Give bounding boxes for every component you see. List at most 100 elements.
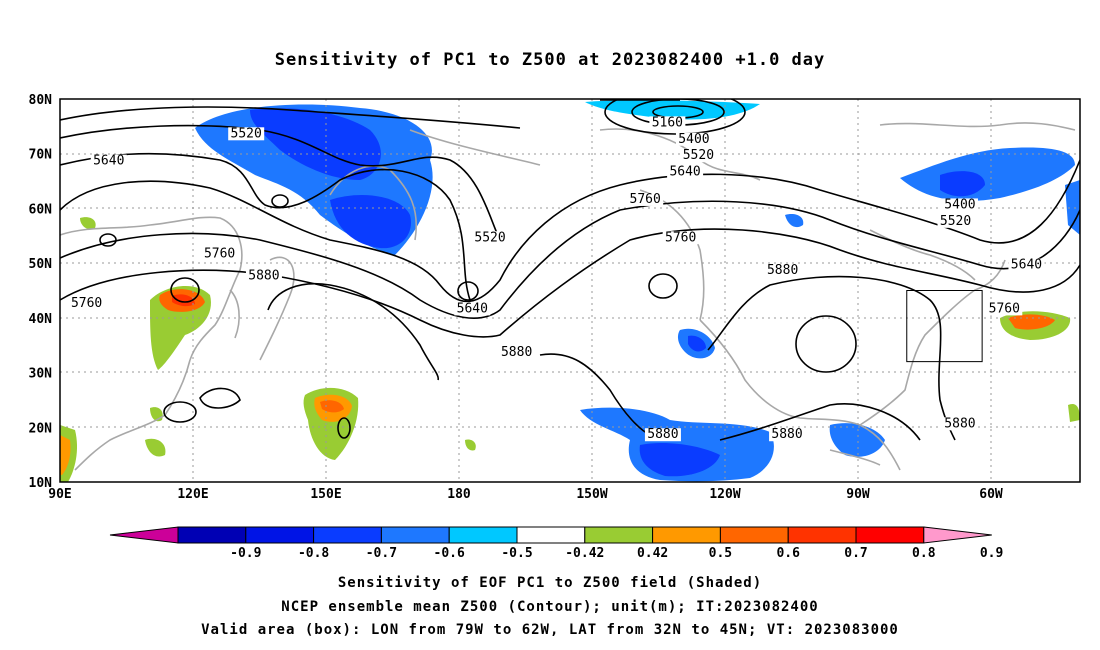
contour-label-bg <box>769 428 806 442</box>
contour-label: 5880 <box>248 269 279 284</box>
colorbar-label: -0.6 <box>434 546 465 561</box>
negative-region <box>940 171 985 197</box>
lat-tick-label: 10N <box>29 476 53 491</box>
contour-label-bg <box>941 417 978 431</box>
colorbar-swatch <box>584 526 654 544</box>
colorbar-label: 0.6 <box>776 546 800 561</box>
contour-label-bg <box>1008 258 1045 272</box>
colorbar-underflow <box>109 526 179 544</box>
contour-label: 5760 <box>204 247 235 262</box>
lon-tick-label: 120E <box>177 487 208 502</box>
contour-label-bg <box>228 127 265 141</box>
axis-labels: 90E 120E 150E 180 150W 120W 90W 60W 10N 20N 30N 40N… <box>29 93 1003 502</box>
lat-tick-label: 60N <box>29 202 53 217</box>
contour-label: 5880 <box>647 427 678 442</box>
contour-label-bg <box>764 264 801 278</box>
contour-label: 5880 <box>501 345 532 360</box>
caption-valid-area: Valid area (box): LON from 79W to 62W, L… <box>201 622 899 638</box>
positive-region <box>80 217 96 230</box>
lon-tick-label: 150E <box>310 487 341 502</box>
valid-area-box <box>906 290 983 363</box>
sensitivity-shading <box>60 100 1080 482</box>
colorbar-swatch <box>448 526 518 544</box>
lat-tick-label: 30N <box>29 367 53 382</box>
figure-title: Sensitivity of PC1 to Z500 at 2023082400… <box>274 50 826 70</box>
colorbar: -0.9 -0.8 -0.7 -0.6 -0.5 -0.42 0.42 0.5 0.6 0.7 0.… <box>109 526 1003 561</box>
contour-label-bg <box>498 346 535 360</box>
lon-tick-label: 90W <box>846 487 870 502</box>
contour-label: 5760 <box>989 301 1020 316</box>
contour-label: 5520 <box>231 126 262 141</box>
lat-tick-label: 40N <box>29 312 53 327</box>
colorbar-swatch <box>652 526 721 544</box>
contour-label-bg <box>454 302 491 316</box>
caption-contour: NCEP ensemble mean Z500 (Contour); unit(… <box>281 599 819 615</box>
contour-label: 5640 <box>669 165 700 180</box>
positive-region <box>1008 314 1055 330</box>
contour-label-bg <box>68 296 105 310</box>
lat-tick-label: 80N <box>29 93 53 108</box>
lon-tick-label: 90E <box>48 487 71 502</box>
colorbar-label: 0.5 <box>709 546 732 561</box>
contour-label-bg <box>472 231 509 245</box>
colorbar-label: 0.7 <box>844 546 867 561</box>
caption-shaded: Sensitivity of EOF PC1 to Z500 field (Sh… <box>337 575 763 591</box>
contour-label-bg <box>680 149 717 163</box>
negative-region <box>639 443 720 477</box>
contour-label-bg <box>644 428 681 442</box>
contour-label-bg <box>201 247 238 261</box>
contour-label: 5520 <box>940 214 971 229</box>
contour-label-bg <box>667 165 704 179</box>
colorbar-label: -0.42 <box>565 546 604 561</box>
colorbar-label: 0.9 <box>980 546 1003 561</box>
colorbar-label: 0.42 <box>637 546 668 561</box>
contour-label: 5760 <box>665 230 696 245</box>
contour-label: 5400 <box>944 197 975 212</box>
negative-region <box>785 214 804 228</box>
contour-label: 5880 <box>767 263 798 278</box>
colorbar-swatch <box>719 526 789 544</box>
positive-region <box>465 439 476 451</box>
contour-label-bg <box>90 154 127 168</box>
colorbar-swatch <box>313 526 382 544</box>
colorbar-swatch <box>177 526 247 544</box>
contour-label: 5400 <box>678 132 709 147</box>
contour-label-bg <box>245 269 282 283</box>
colorbar-label: -0.8 <box>298 546 329 561</box>
contour-label: 5880 <box>771 427 802 442</box>
positive-region <box>1068 403 1080 422</box>
colorbar-label: 0.8 <box>912 546 936 561</box>
contour-label: 5520 <box>683 148 714 163</box>
negative-region <box>1065 180 1080 235</box>
colorbar-swatch <box>380 526 450 544</box>
positive-region <box>172 294 195 307</box>
colorbar-label: -0.5 <box>501 546 532 561</box>
colorbar-swatch <box>787 526 857 544</box>
contour-label: 5640 <box>457 301 488 316</box>
contour-label: 5640 <box>1011 258 1042 273</box>
contour-label: 5880 <box>944 416 975 431</box>
lat-tick-label: 20N <box>29 421 53 436</box>
colorbar-overflow <box>923 526 992 544</box>
contour-label: 5760 <box>630 192 661 207</box>
negative-region <box>688 335 706 352</box>
lon-tick-label: 150W <box>576 487 607 502</box>
lon-tick-label: 180 <box>447 487 471 502</box>
contour-label-bg <box>627 192 664 206</box>
colorbar-label: -0.9 <box>230 546 261 561</box>
contour-label-bg <box>675 132 712 146</box>
lon-tick-label: 60W <box>979 487 1003 502</box>
contour-label: 5520 <box>474 230 505 245</box>
colorbar-swatch <box>245 526 315 544</box>
lat-tick-label: 70N <box>29 148 53 163</box>
lat-tick-label: 50N <box>29 257 53 272</box>
colorbar-swatch <box>855 526 925 544</box>
positive-region <box>320 400 344 413</box>
contour-label: 5760 <box>71 296 102 311</box>
colorbar-swatch <box>516 526 586 544</box>
contour-label-bg <box>941 198 978 212</box>
colorbar-label: -0.7 <box>366 546 397 561</box>
contour-label-bg <box>662 231 699 245</box>
lon-tick-label: 120W <box>709 487 740 502</box>
